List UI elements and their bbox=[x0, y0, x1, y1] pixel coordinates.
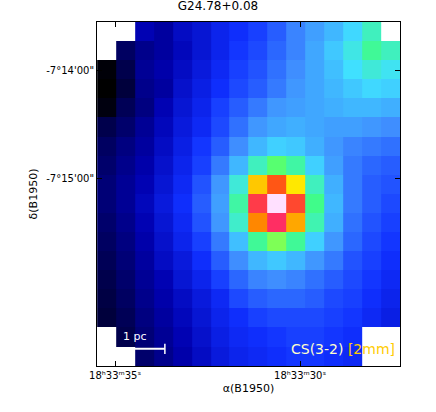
svg-text:-7°15'00": -7°15'00" bbox=[46, 173, 94, 184]
svg-text:18ʰ33ᵐ35ˢ: 18ʰ33ᵐ35ˢ bbox=[89, 370, 141, 381]
svg-text:α(B1950): α(B1950) bbox=[223, 382, 274, 395]
svg-text:G24.78+0.08: G24.78+0.08 bbox=[178, 0, 258, 13]
svg-text:δ(B1950): δ(B1950) bbox=[27, 169, 40, 220]
svg-text:-7°14'00": -7°14'00" bbox=[46, 65, 94, 76]
svg-text:CS(3-2) [2mm]: CS(3-2) [2mm] bbox=[291, 341, 395, 357]
svg-text:18ʰ33ᵐ30ˢ: 18ʰ33ᵐ30ˢ bbox=[274, 370, 326, 381]
svg-text:1 pc: 1 pc bbox=[123, 330, 147, 343]
